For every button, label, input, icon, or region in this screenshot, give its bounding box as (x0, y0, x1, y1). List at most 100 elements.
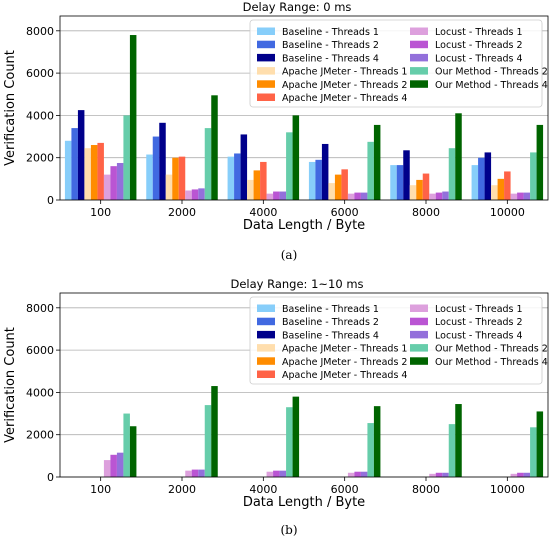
bar (416, 179, 423, 200)
x-tick-label: 2000 (168, 206, 196, 219)
bar (442, 472, 449, 477)
bar (435, 472, 443, 477)
legend-label: Locust - Threads 4 (435, 53, 523, 64)
bar (367, 423, 374, 477)
bar (247, 179, 254, 200)
bar (491, 185, 498, 200)
bar (530, 427, 537, 477)
bar (64, 140, 72, 200)
legend-label: Locust - Threads 1 (435, 27, 523, 38)
bar (536, 411, 544, 477)
legend-label: Our Method - Threads 2 (435, 344, 548, 355)
legend-label: Baseline - Threads 1 (282, 304, 379, 315)
legend-label: Our Method - Threads 2 (435, 67, 548, 78)
legend-swatch (257, 40, 275, 49)
legend-label: Baseline - Threads 1 (282, 27, 379, 38)
bar (103, 174, 111, 200)
bar (198, 188, 205, 200)
subfigure-caption: (b) (280, 523, 297, 537)
y-axis-label: Verification Count (3, 327, 18, 443)
legend: Baseline - Threads 1 Baseline - Threads 2… (249, 19, 548, 108)
x-tick-label: 4000 (249, 206, 277, 219)
legend-swatch (410, 27, 428, 35)
bar (373, 406, 381, 477)
bar (321, 143, 329, 200)
x-tick-label: 10000 (490, 206, 525, 219)
bar (510, 193, 518, 200)
legend-swatch (257, 67, 275, 75)
y-tick-label: 0 (47, 194, 54, 207)
bar (455, 113, 462, 200)
bar (292, 115, 300, 200)
bar (396, 165, 404, 200)
plot-frame (59, 15, 549, 201)
bar (273, 470, 280, 477)
y-tick-label: 2000 (26, 152, 54, 165)
bar (103, 460, 111, 477)
bar (536, 124, 544, 200)
legend-label: Our Method - Threads 4 (435, 80, 548, 91)
x-tick-label: 2000 (168, 483, 196, 496)
legend-swatch (410, 357, 428, 365)
legend-label: Apache JMeter - Threads 4 (282, 370, 407, 381)
legend-swatch (257, 370, 275, 378)
legend-label: Our Method - Threads 4 (435, 357, 548, 368)
legend-swatch (410, 67, 428, 75)
bar (308, 161, 316, 200)
bars (103, 386, 544, 477)
legend-swatch (257, 53, 275, 62)
x-tick-labels: 100 2000 4000 6000 8000 10000 (90, 200, 525, 219)
bar (191, 469, 199, 477)
bar (442, 191, 449, 200)
bar (354, 192, 361, 200)
bar (84, 148, 91, 200)
legend-label: Apache JMeter - Threads 1 (282, 67, 407, 78)
bars (64, 35, 544, 200)
legend-swatch (257, 357, 275, 365)
bar (517, 192, 524, 200)
bar (279, 470, 287, 477)
bar (77, 110, 85, 200)
bar (204, 128, 212, 200)
bar (429, 193, 436, 200)
bar (328, 183, 335, 200)
bar (403, 150, 410, 200)
bar (123, 413, 130, 477)
y-axis-label: Verification Count (3, 50, 18, 166)
y-tick-labels: 0 2000 4000 6000 8000 (26, 302, 60, 484)
bar (497, 178, 505, 200)
legend-swatch (410, 317, 428, 326)
legend-label: Apache JMeter - Threads 2 (282, 80, 407, 91)
bar (146, 154, 153, 200)
legend-box (249, 19, 543, 108)
bar (367, 141, 374, 200)
chart-panel-a: Delay Range: 0 ms 0 2000 4000 6000 8000 100 2… (3, 0, 549, 262)
bar (530, 152, 537, 200)
legend-label: Baseline - Threads 2 (282, 317, 379, 328)
bar (165, 174, 173, 200)
bar (286, 132, 293, 200)
bar (123, 115, 130, 200)
bar (286, 407, 293, 477)
legend-swatch (257, 304, 275, 312)
bar (110, 166, 117, 200)
bar (178, 156, 186, 200)
bar (435, 192, 443, 200)
bar (523, 192, 531, 200)
bar (211, 386, 218, 477)
y-tick-labels: 0 2000 4000 6000 8000 (26, 25, 60, 207)
legend-label: Locust - Threads 2 (435, 317, 523, 328)
bar (129, 426, 137, 477)
legend-label: Locust - Threads 2 (435, 40, 523, 51)
bar (172, 157, 179, 200)
bar (341, 169, 348, 200)
y-tick-label: 8000 (26, 302, 54, 315)
bar (71, 128, 78, 200)
y-tick-label: 8000 (26, 25, 54, 38)
chart-title: Delay Range: 1~10 ms (230, 277, 363, 291)
legend-label: Baseline - Threads 2 (282, 40, 379, 51)
bar (347, 472, 355, 477)
y-tick-label: 4000 (26, 386, 54, 399)
legend-swatch (257, 344, 275, 352)
legend-label: Locust - Threads 1 (435, 304, 523, 315)
